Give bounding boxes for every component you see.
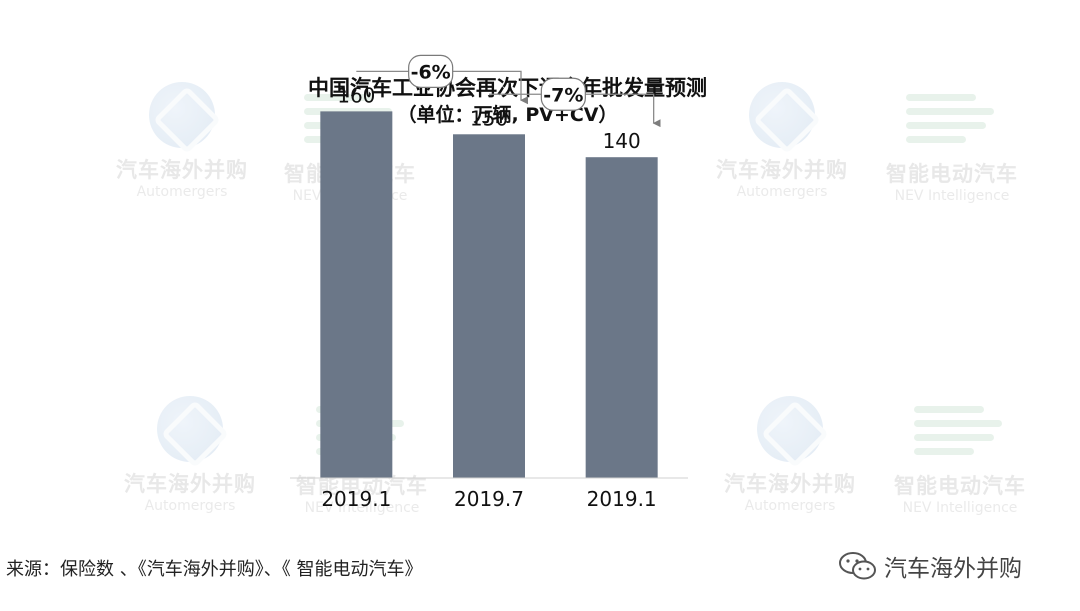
change-badge-2 — [540, 77, 586, 111]
watermark-subtext: NEV Intelligence — [894, 188, 1010, 204]
x-tick-label-2: 2019.7 — [454, 487, 524, 511]
watermark-text: 智能电动汽车 — [894, 474, 1026, 498]
watermark-subtext: Automergers — [736, 184, 828, 200]
chart-title-block: 中国汽车工业协会再次下调全年批发量预测 （单位：万辆, PV+CV） — [0, 74, 1015, 128]
data-label-2: 150 — [470, 106, 508, 130]
watermark-automergers: 汽车海外并购 Automergers — [120, 396, 260, 514]
watermark-nev: 智能电动汽车 NEV Intelligence — [880, 404, 1040, 516]
bar-1 — [320, 111, 393, 478]
brand-name: 汽车海外并购 — [884, 556, 1022, 582]
watermark-subtext: Automergers — [744, 498, 836, 514]
wechat-icon — [839, 552, 876, 580]
watermark-text: 汽车海外并购 — [124, 472, 256, 496]
bar-3 — [585, 157, 658, 478]
nev-logo-icon — [914, 404, 1006, 464]
data-label-3: 140 — [603, 129, 641, 153]
watermark-automergers: 汽车海外并购 Automergers — [720, 396, 860, 514]
chart-title: 中国汽车工业协会再次下调全年批发量预测 — [308, 76, 707, 100]
watermark-subtext: Automergers — [136, 184, 228, 200]
bar-2 — [453, 134, 525, 479]
source-note: 来源：保险数 、《汽车海外并购》、《 智能电动汽车》 — [6, 559, 423, 580]
change-label-2: -7% — [543, 84, 583, 106]
watermark-automergers: 汽车海外并购 Automergers — [112, 82, 252, 200]
data-label-1: 160 — [337, 83, 375, 107]
watermark-nev: 智能电动汽车 NEV Intelligence — [872, 92, 1032, 204]
brand-badge: 汽车海外并购 — [838, 549, 1022, 583]
nev-logo-icon — [906, 92, 998, 152]
x-tick-label-3: 2019.1 — [587, 487, 657, 511]
watermark-text: 汽车海外并购 — [724, 472, 856, 496]
watermark-subtext: Automergers — [144, 498, 236, 514]
watermark-text: 智能电动汽车 — [886, 162, 1018, 186]
x-tick-label-1: 2019.1 — [321, 487, 391, 511]
automergers-logo-icon — [149, 82, 215, 148]
change-badge-1 — [408, 54, 454, 88]
automergers-logo-icon — [749, 82, 815, 148]
watermark-automergers: 汽车海外并购 Automergers — [712, 82, 852, 200]
automergers-logo-icon — [157, 396, 223, 462]
watermark-subtext: NEV Intelligence — [902, 500, 1018, 516]
watermark-text: 汽车海外并购 — [716, 158, 848, 182]
watermark-subtext: NEV Intelligence — [304, 500, 420, 516]
watermark-text: 汽车海外并购 — [116, 158, 248, 182]
automergers-logo-icon — [757, 396, 823, 462]
change-label-1: -6% — [411, 61, 451, 83]
